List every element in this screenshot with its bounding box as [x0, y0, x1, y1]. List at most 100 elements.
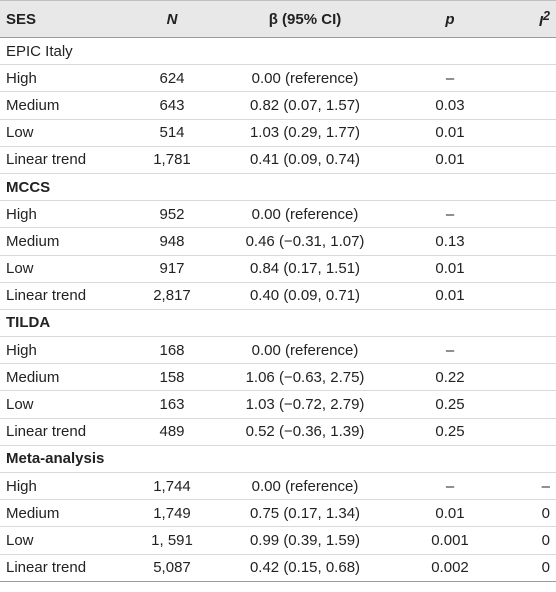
cell-i2	[516, 282, 556, 310]
cell-n: 514	[118, 119, 226, 147]
cell-beta: 0.75 (0.17, 1.34)	[226, 499, 384, 528]
cell-p: –	[384, 64, 516, 93]
cell-beta: 0.84 (0.17, 1.51)	[226, 255, 384, 283]
cell-n: 158	[118, 363, 226, 392]
cell-n: 5,087	[118, 554, 226, 582]
cell-n: 168	[118, 336, 226, 365]
cell-ses: High	[0, 64, 118, 93]
cell-beta: 1.03 (0.29, 1.77)	[226, 119, 384, 147]
cell-ses: Low	[0, 255, 118, 283]
cell-i2	[516, 91, 556, 120]
header-i2: I2	[516, 0, 556, 38]
cell-beta: 0.99 (0.39, 1.59)	[226, 526, 384, 555]
cell-i2: 0	[516, 526, 556, 555]
cell-beta: 0.42 (0.15, 0.68)	[226, 554, 384, 582]
cell-ses: Medium	[0, 227, 118, 256]
cell-ses: High	[0, 472, 118, 501]
table-row: Low 917 0.84 (0.17, 1.51) 0.01	[0, 255, 556, 283]
cell-beta: 1.06 (−0.63, 2.75)	[226, 363, 384, 392]
cell-i2: –	[516, 472, 556, 501]
table-row: Medium 948 0.46 (−0.31, 1.07) 0.13	[0, 227, 556, 256]
cell-p: 0.01	[384, 499, 516, 528]
cell-beta: 0.41 (0.09, 0.74)	[226, 146, 384, 174]
table-row: High 1,744 0.00 (reference) – –	[0, 472, 556, 501]
cell-n: 624	[118, 64, 226, 93]
cell-i2	[516, 390, 556, 419]
cell-p: 0.22	[384, 363, 516, 392]
cell-i2	[516, 64, 556, 93]
cell-ses: Medium	[0, 363, 118, 392]
cell-p: 0.25	[384, 418, 516, 446]
group-header-row: TILDA	[0, 309, 556, 338]
header-n: N	[118, 0, 226, 38]
cell-i2	[516, 363, 556, 392]
table-row: High 624 0.00 (reference) –	[0, 64, 556, 93]
cell-p: 0.03	[384, 91, 516, 120]
cell-p: 0.01	[384, 146, 516, 174]
cell-beta: 0.46 (−0.31, 1.07)	[226, 227, 384, 256]
cell-beta: 0.00 (reference)	[226, 472, 384, 501]
cell-p: 0.001	[384, 526, 516, 555]
cell-i2	[516, 227, 556, 256]
cell-n: 917	[118, 255, 226, 283]
cell-p: 0.01	[384, 282, 516, 310]
cell-p: –	[384, 200, 516, 229]
cell-n: 948	[118, 227, 226, 256]
cell-i2	[516, 336, 556, 365]
header-beta: β (95% CI)	[226, 0, 384, 38]
group-header-row: Meta-analysis	[0, 445, 556, 474]
table-row: Low 163 1.03 (−0.72, 2.79) 0.25	[0, 390, 556, 419]
cell-beta: 0.82 (0.07, 1.57)	[226, 91, 384, 120]
table-row: Medium 158 1.06 (−0.63, 2.75) 0.22	[0, 363, 556, 392]
cell-p: –	[384, 336, 516, 365]
cell-ses: Linear trend	[0, 282, 118, 310]
group-name: MCCS	[0, 173, 556, 202]
cell-beta: 0.00 (reference)	[226, 336, 384, 365]
cell-p: 0.002	[384, 554, 516, 582]
header-row: SES N β (95% CI) p I2	[0, 0, 556, 38]
cell-ses: Linear trend	[0, 554, 118, 582]
cell-ses: High	[0, 200, 118, 229]
cell-beta: 0.40 (0.09, 0.71)	[226, 282, 384, 310]
table-row: Linear trend 2,817 0.40 (0.09, 0.71) 0.01	[0, 282, 556, 310]
cell-p: 0.01	[384, 119, 516, 147]
table-row: Medium 643 0.82 (0.07, 1.57) 0.03	[0, 91, 556, 120]
table-row: High 952 0.00 (reference) –	[0, 200, 556, 229]
table-row: Low 514 1.03 (0.29, 1.77) 0.01	[0, 119, 556, 147]
cell-n: 1,749	[118, 499, 226, 528]
group-name: EPIC Italy	[0, 37, 556, 66]
cell-i2	[516, 200, 556, 229]
cell-n: 1,781	[118, 146, 226, 174]
table-row: Low 1, 591 0.99 (0.39, 1.59) 0.001 0	[0, 526, 556, 555]
group-header-row: MCCS	[0, 173, 556, 202]
header-i2-sup: 2	[543, 8, 550, 23]
cell-ses: High	[0, 336, 118, 365]
cell-ses: Linear trend	[0, 146, 118, 174]
cell-n: 1,744	[118, 472, 226, 501]
cell-i2	[516, 418, 556, 446]
table-row: Linear trend 5,087 0.42 (0.15, 0.68) 0.002 0	[0, 554, 556, 582]
cell-n: 163	[118, 390, 226, 419]
table-row: Medium 1,749 0.75 (0.17, 1.34) 0.01 0	[0, 499, 556, 528]
cell-n: 489	[118, 418, 226, 446]
cell-i2: 0	[516, 499, 556, 528]
cell-ses: Medium	[0, 91, 118, 120]
header-i2-base: I	[538, 12, 544, 30]
cell-n: 643	[118, 91, 226, 120]
cell-i2: 0	[516, 554, 556, 582]
cell-ses: Linear trend	[0, 418, 118, 446]
group-header-row: EPIC Italy	[0, 37, 556, 66]
cell-ses: Low	[0, 526, 118, 555]
cell-i2	[516, 146, 556, 174]
header-p: p	[384, 0, 516, 38]
cell-n: 1, 591	[118, 526, 226, 555]
cell-beta: 1.03 (−0.72, 2.79)	[226, 390, 384, 419]
cell-ses: Low	[0, 390, 118, 419]
cell-i2	[516, 119, 556, 147]
cell-n: 2,817	[118, 282, 226, 310]
cell-p: 0.01	[384, 255, 516, 283]
table-row: Linear trend 1,781 0.41 (0.09, 0.74) 0.01	[0, 146, 556, 174]
cell-p: –	[384, 472, 516, 501]
cell-p: 0.25	[384, 390, 516, 419]
cell-ses: Low	[0, 119, 118, 147]
